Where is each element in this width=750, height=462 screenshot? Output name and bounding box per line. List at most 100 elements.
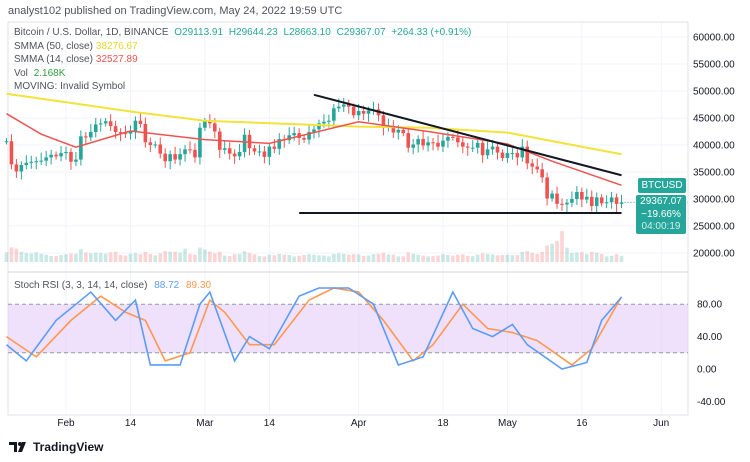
candle-body [599,197,604,204]
volume-bar [560,231,564,262]
volume-bar [213,253,217,262]
price-axis-label: 50000.00 [693,87,735,98]
volume-bar [54,256,58,262]
volume-bar [381,252,386,262]
candle-body [495,146,500,153]
candle-body [510,153,515,155]
smma50-label[interactable]: SMMA (50, close) [14,40,93,52]
volume-bar [267,254,272,262]
volume-bar [29,253,34,262]
candle-body [317,123,321,130]
volume-bar [366,255,371,262]
candle-body [530,163,535,167]
candle-body [480,142,485,156]
candle-body [332,108,336,121]
volume-bar [361,255,366,262]
moving-label[interactable]: MOVING: Invalid Symbol [14,81,126,92]
volume-bar [84,252,88,262]
close-value: C29367.07 [336,27,386,38]
vol-label[interactable]: Vol [14,67,28,79]
volume-bar [327,256,331,262]
candle-body [465,146,470,148]
time-axis-label: Mar [196,418,214,429]
open-value: O29113.91 [174,27,224,38]
volume-bar [351,254,356,262]
candle-body [168,154,172,162]
volume-bar [540,251,544,262]
candle-body [262,151,267,157]
candle-body [619,202,624,204]
volume-bar [386,254,391,262]
price-axis-label: 35000.00 [693,168,735,179]
volume-bar [292,256,296,262]
candle-body [505,153,510,158]
candle-body [79,136,83,160]
volume-bar [391,254,396,262]
candle-body [188,149,192,151]
stoch-axis-label: 0.00 [697,365,717,376]
volume-bar [222,255,227,262]
volume-bar [322,255,326,262]
time-axis-label: 14 [264,418,276,429]
candle-body [74,159,78,162]
candle-body [585,196,589,200]
candle-body [545,177,549,199]
volume-bar [470,256,475,262]
volume-bar [34,252,39,262]
volume-bar [64,254,68,262]
volume-bar [227,256,232,262]
candle-body [103,121,108,124]
time-axis-label: Feb [57,418,75,429]
smma14-label[interactable]: SMMA (14, close) [14,54,93,65]
candle-body [515,153,520,158]
candle-body [614,197,619,204]
volume-bar [550,243,554,262]
candle-body [173,154,177,160]
price-axis-label: 20000.00 [693,249,735,260]
candle-body [292,133,296,136]
tradingview-logo[interactable]: TradingView [9,440,103,454]
candle-body [485,149,490,156]
candle-body [346,104,351,107]
volume-bar [337,253,341,262]
candle-body [307,132,311,140]
volume-bar [69,253,73,262]
volume-bar [203,249,207,262]
stoch-d-line [6,287,623,366]
volume-bar [421,255,425,262]
candle-body [327,120,331,122]
candle-body [222,148,227,150]
change-value: +264.33 (+0.91%) [391,27,472,38]
candle-body [609,197,614,203]
stoch-band [8,304,688,353]
candle-body [302,137,306,140]
volume-bar [376,253,381,262]
volume-bar [138,254,143,262]
volume-bar [565,247,569,262]
symbol-tag: BTCUSD [638,178,686,193]
stoch-k-value: 88.72 [154,280,180,291]
volume-bar [183,248,187,262]
volume-bar [123,255,128,262]
volume-bar [178,252,182,262]
volume-bar [456,254,460,262]
volume-bar [475,254,480,262]
candle-body [431,142,435,144]
symbol-title[interactable]: Bitcoin / U.S. Dollar, 1D, BINANCE [14,27,169,38]
volume-bar [426,256,430,262]
volume-bar [247,253,252,262]
volume-bar [485,253,490,262]
candle-body [213,123,217,132]
candle-body [49,154,53,158]
volume-bar [510,255,515,262]
volume-bar [232,254,237,262]
trendline-down [313,93,622,177]
volume-bar [346,254,351,262]
candle-body [416,139,420,145]
candle-body [411,144,415,148]
candle-body [123,133,128,135]
candle-body [287,135,291,141]
stoch-label[interactable]: Stoch RSI (3, 3, 14, 14, close) [14,280,148,291]
